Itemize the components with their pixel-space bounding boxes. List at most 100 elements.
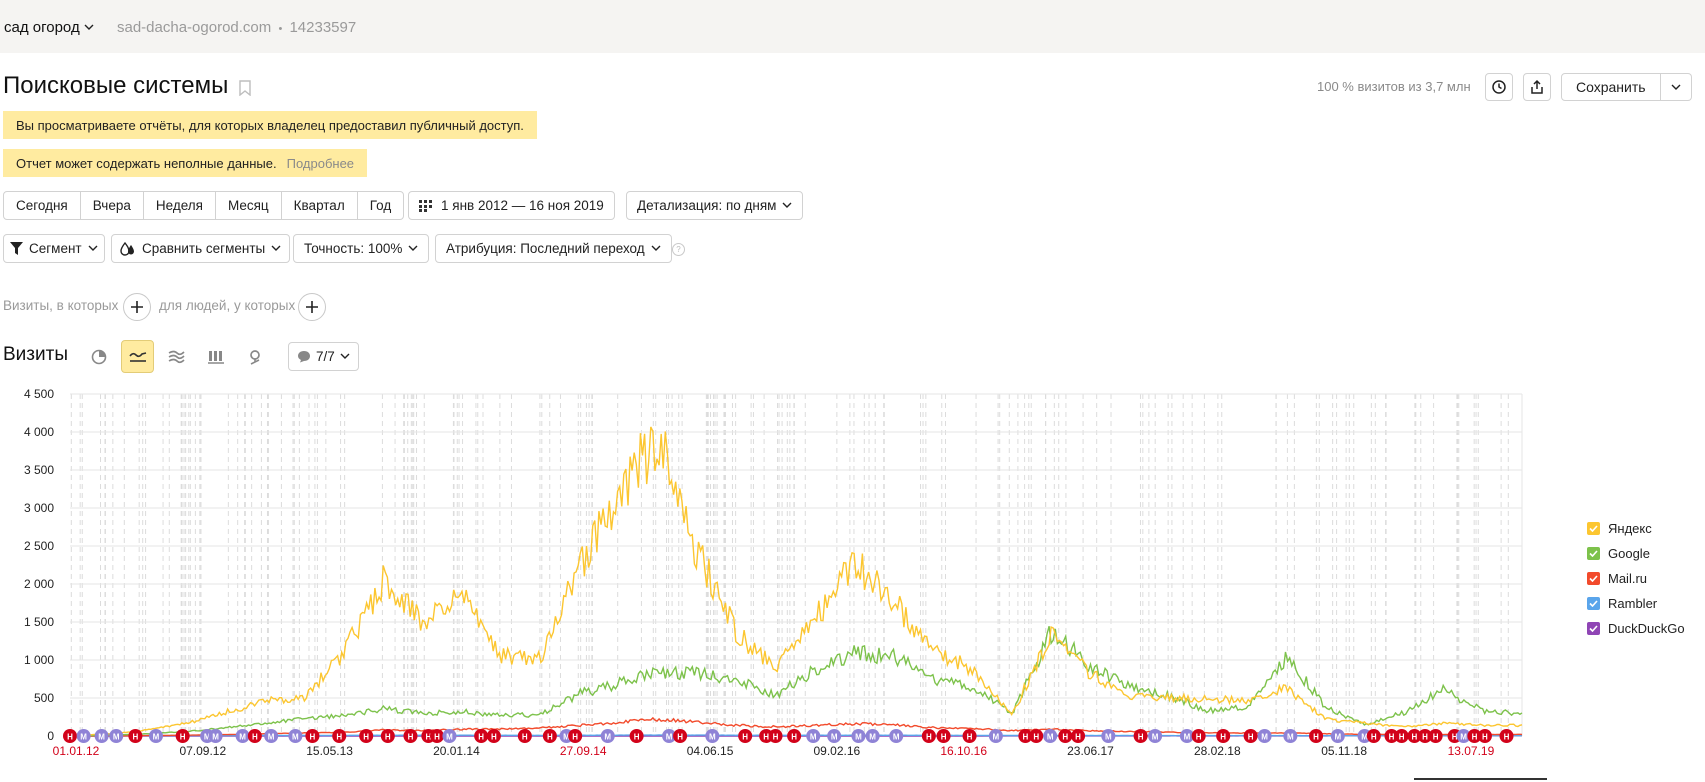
holiday-marker — [380, 729, 395, 743]
help-icon[interactable]: ? — [672, 243, 685, 256]
period-week[interactable]: Неделя — [142, 191, 216, 220]
marker-label: H — [67, 733, 73, 742]
marker-label: H — [1022, 733, 1028, 742]
marker-label: H — [1422, 733, 1428, 742]
holiday-marker — [1029, 729, 1044, 743]
export-button[interactable] — [1523, 73, 1551, 101]
holiday-marker — [1133, 729, 1148, 743]
y-tick-label: 500 — [34, 691, 54, 705]
history-button[interactable] — [1485, 73, 1513, 101]
period-month[interactable]: Месяц — [214, 191, 282, 220]
x-tick-label: 04.06.15 — [687, 744, 734, 758]
checkbox-icon — [1587, 622, 1600, 635]
compare-segments-button[interactable]: Сравнить сегменты — [111, 234, 291, 263]
marketing-marker — [76, 729, 91, 743]
period-quarter[interactable]: Квартал — [280, 191, 358, 220]
map-view-button[interactable] — [238, 340, 271, 373]
bar-view-button[interactable] — [199, 340, 232, 373]
share-icon — [1531, 79, 1543, 94]
marker-label: M — [1047, 733, 1054, 742]
pie-view-button[interactable] — [82, 340, 115, 373]
x-tick-label: 28.02.18 — [1194, 744, 1241, 758]
y-tick-label: 2 000 — [24, 577, 54, 591]
annotations-button[interactable]: 7/7 — [288, 342, 359, 371]
holiday-marker — [403, 729, 418, 743]
counter-selector[interactable]: сад огород — [4, 19, 94, 36]
segment-label: Сегмент — [29, 241, 82, 256]
marketing-marker — [1148, 729, 1163, 743]
holiday-marker — [1477, 729, 1492, 743]
marketing-marker — [442, 729, 457, 743]
legend-label: Rambler — [1608, 596, 1658, 611]
holiday-marker — [1071, 729, 1086, 743]
holiday-marker — [517, 729, 532, 743]
marker-label: H — [310, 733, 316, 742]
marker-label: M — [1184, 733, 1191, 742]
x-tick-label: 01.01.12 — [53, 744, 100, 758]
marker-label: M — [446, 733, 453, 742]
marker-label: M — [709, 733, 716, 742]
period-year[interactable]: Год — [356, 191, 405, 220]
marketing-marker — [806, 729, 821, 743]
marker-label: H — [1138, 733, 1144, 742]
legend-item-duckduckgo[interactable]: DuckDuckGo — [1587, 616, 1685, 641]
accuracy-selector[interactable]: Точность: 100% — [293, 234, 430, 263]
comment-icon — [298, 351, 310, 363]
counter-name: сад огород — [4, 19, 80, 36]
marketing-marker — [889, 729, 904, 743]
save-button[interactable]: Сохранить — [1561, 73, 1661, 101]
area-view-button[interactable] — [160, 340, 193, 373]
legend-item-google[interactable]: Google — [1587, 541, 1685, 566]
save-dropdown-button[interactable] — [1660, 73, 1692, 101]
holiday-marker — [768, 729, 783, 743]
chart-legend: Яндекс Google Mail.ru Rambler DuckDuckGo — [1587, 516, 1685, 641]
add-visit-condition-button[interactable] — [123, 293, 151, 321]
holiday-marker — [332, 729, 347, 743]
holiday-marker — [962, 729, 977, 743]
period-today[interactable]: Сегодня — [3, 191, 81, 220]
add-people-condition-button[interactable] — [298, 293, 326, 321]
legend-item-yandex[interactable]: Яндекс — [1587, 516, 1685, 541]
holiday-marker — [673, 729, 688, 743]
marker-label: H — [336, 733, 342, 742]
marker-label: H — [742, 733, 748, 742]
line-view-button[interactable] — [121, 340, 154, 373]
marker-label: H — [1452, 733, 1458, 742]
compare-drops-icon — [120, 241, 134, 256]
detail-selector[interactable]: Детализация: по дням — [626, 191, 804, 220]
marker-label: H — [522, 733, 528, 742]
bookmark-icon[interactable] — [239, 80, 251, 96]
marketing-marker — [988, 729, 1003, 743]
period-yesterday[interactable]: Вчера — [79, 191, 144, 220]
chevron-down-icon — [782, 202, 792, 208]
checkbox-icon — [1587, 597, 1600, 610]
marker-label: H — [425, 733, 431, 742]
legend-item-rambler[interactable]: Rambler — [1587, 591, 1685, 616]
people-filter-label: для людей, у которых — [159, 298, 296, 313]
more-link[interactable]: Подробнее — [286, 155, 355, 171]
public-access-notice: Вы просматриваете отчёты, для которых вл… — [3, 111, 537, 139]
plus-icon — [306, 301, 318, 313]
holiday-marker — [429, 729, 444, 743]
marker-label: H — [1433, 733, 1439, 742]
legend-item-mailru[interactable]: Mail.ru — [1587, 566, 1685, 591]
marker-label: H — [1412, 733, 1418, 742]
site-separator: • — [278, 23, 283, 35]
incomplete-data-notice: Отчет может содержать неполные данные. П… — [3, 149, 368, 177]
marker-label: H — [408, 733, 414, 742]
marketing-marker — [662, 729, 677, 743]
marker-label: M — [98, 733, 105, 742]
marker-label: H — [1220, 733, 1226, 742]
map-pin-icon — [249, 349, 260, 365]
marker-label: M — [1287, 733, 1294, 742]
segment-button[interactable]: Сегмент — [3, 234, 105, 263]
marker-label: M — [1334, 733, 1341, 742]
site-domain: sad-dacha-ogorod.com — [117, 19, 272, 36]
checkbox-icon — [1587, 522, 1600, 535]
chevron-down-icon — [88, 245, 98, 251]
attribution-selector[interactable]: Атрибуция: Последний переход — [435, 234, 672, 263]
marketing-marker — [148, 729, 163, 743]
marketing-marker — [1179, 729, 1194, 743]
legend-label: Google — [1608, 546, 1650, 561]
date-range-button[interactable]: 1 янв 2012 — 16 ноя 2019 — [408, 191, 615, 220]
